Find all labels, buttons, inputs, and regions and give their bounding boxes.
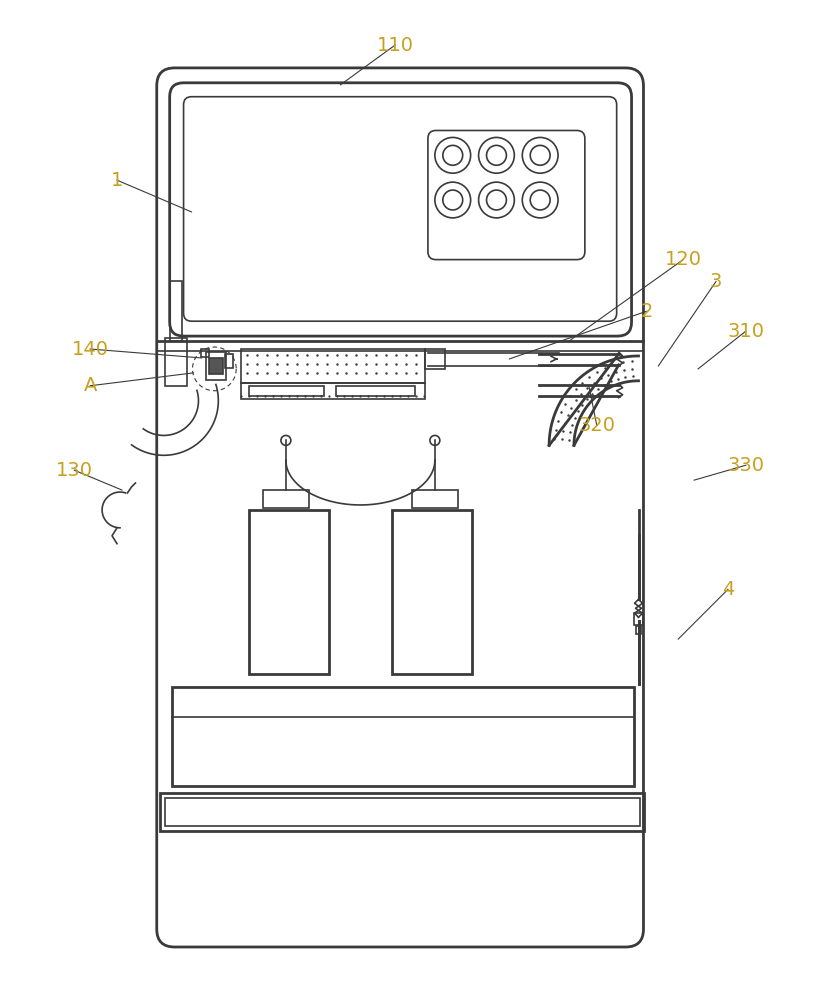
Text: 130: 130 [56,461,92,480]
Bar [425,349,445,369]
Bar [202,349,209,357]
Text: 110: 110 [377,36,414,55]
Bar [207,352,227,380]
Bar [172,687,634,786]
Bar [225,354,233,368]
Bar [242,383,425,399]
Bar [242,349,425,383]
Text: 320: 320 [578,416,616,435]
Text: 2: 2 [641,302,652,321]
Bar [336,386,415,396]
Bar [634,613,643,625]
Text: 330: 330 [727,456,765,475]
Text: A: A [83,376,97,395]
Text: 1: 1 [111,171,123,190]
Bar [170,281,182,341]
Bar [263,490,309,508]
Bar [249,510,328,674]
Bar [209,358,223,374]
Text: 120: 120 [665,250,701,269]
Text: 3: 3 [710,272,722,291]
Bar [249,386,324,396]
Text: 140: 140 [72,340,108,359]
Text: 4: 4 [721,580,734,599]
Bar [636,626,641,634]
Bar [165,798,640,826]
Bar [160,793,645,831]
Text: 310: 310 [727,322,765,341]
Bar [392,510,471,674]
Bar [412,490,457,508]
Bar [165,338,187,386]
